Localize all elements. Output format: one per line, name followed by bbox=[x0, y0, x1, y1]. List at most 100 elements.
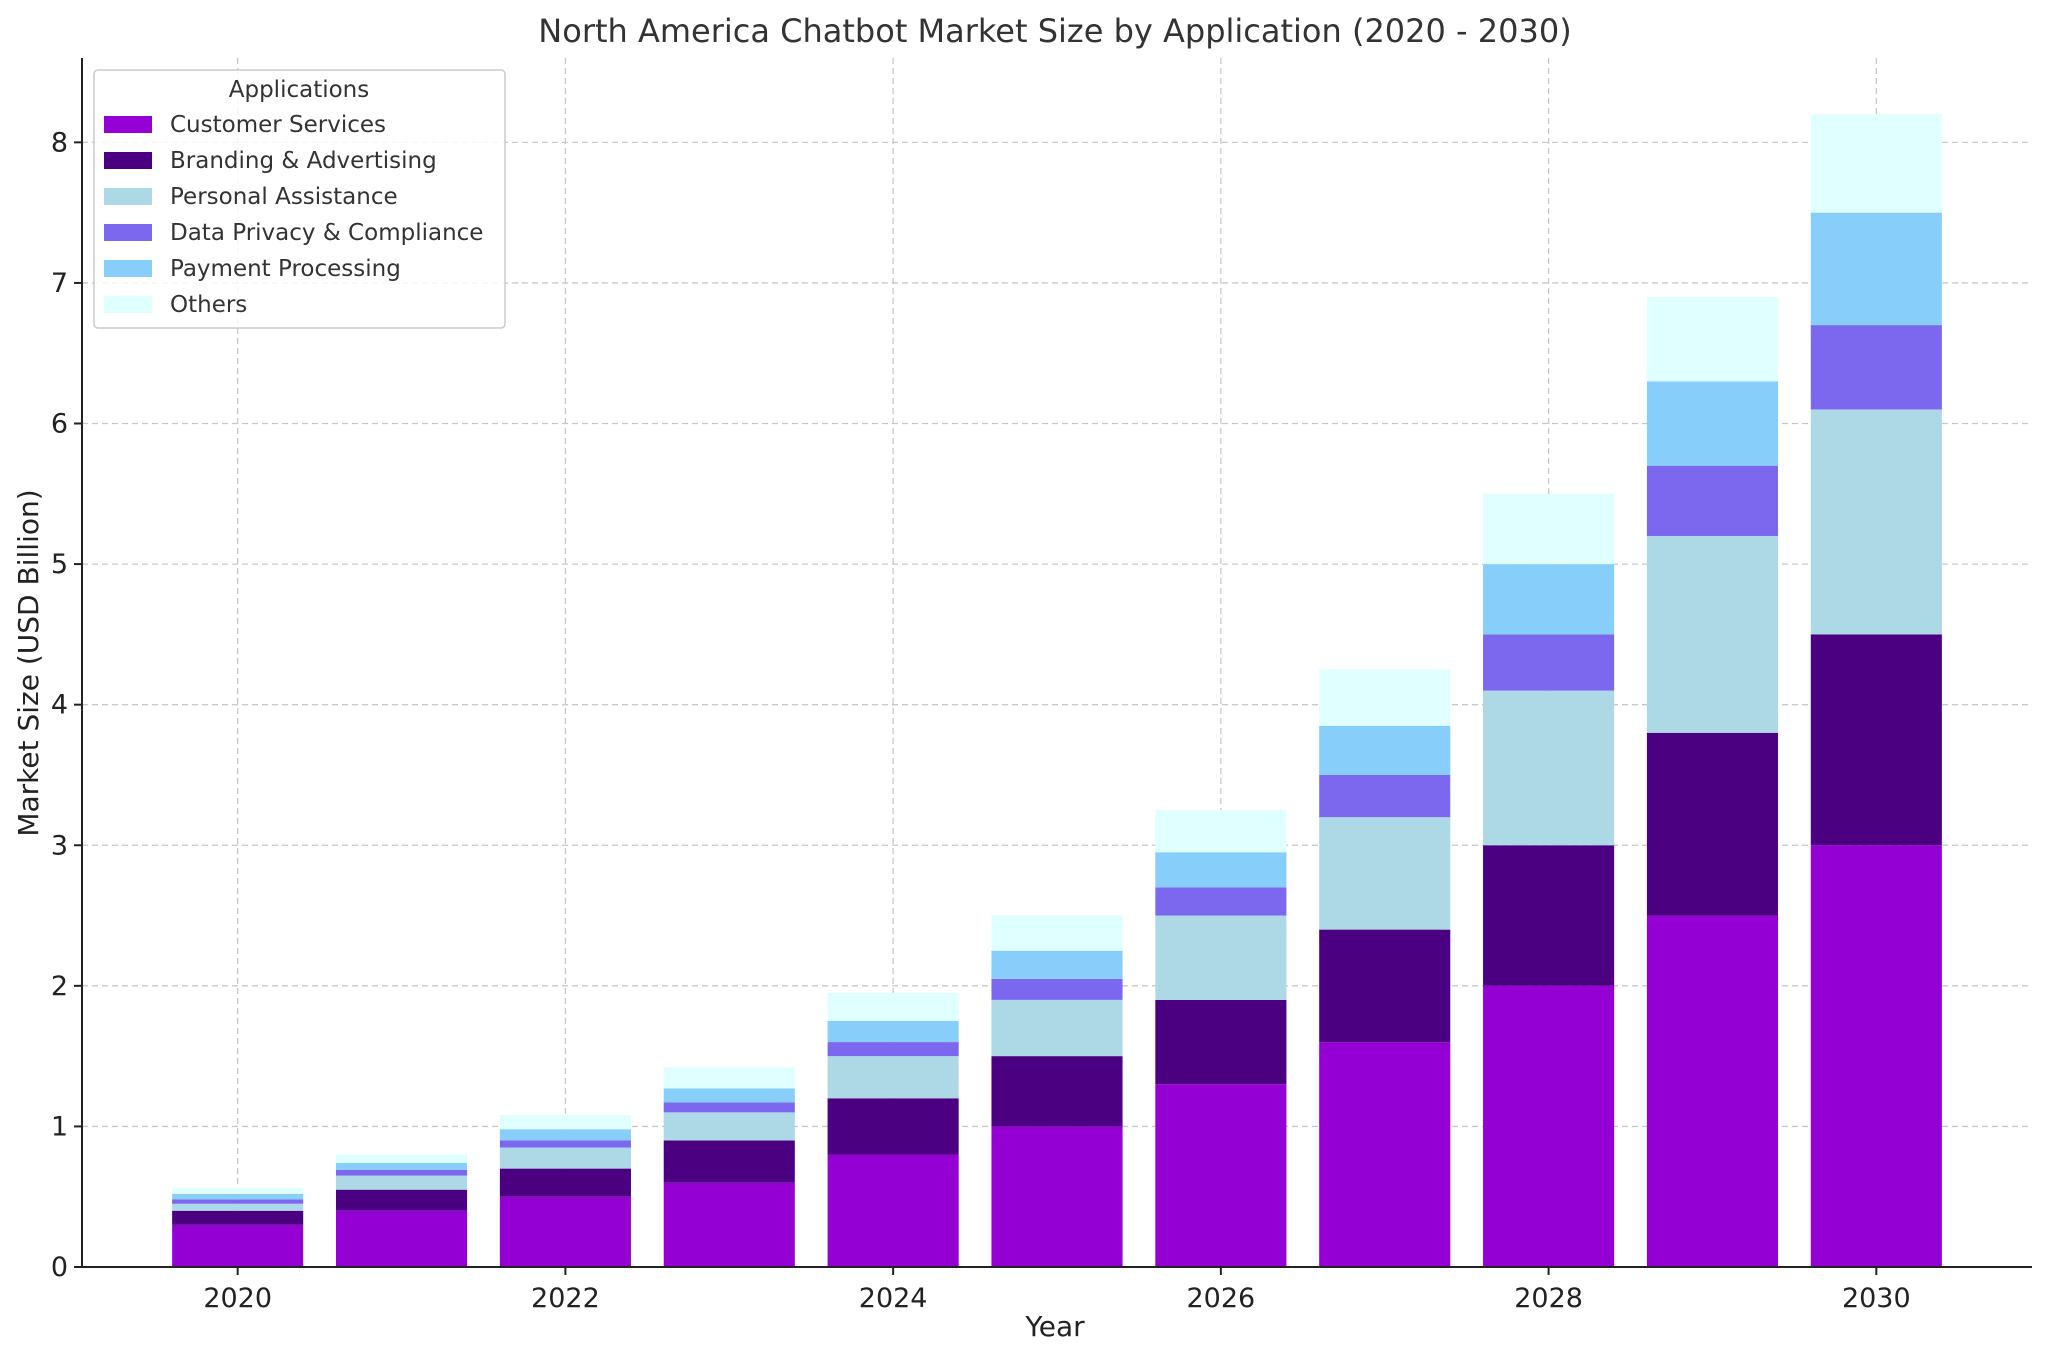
bar-segment-data-privacy-compliance-2024 bbox=[827, 1042, 959, 1057]
legend-swatch bbox=[104, 260, 152, 277]
legend-swatch bbox=[104, 152, 152, 169]
bar-segment-others-2020 bbox=[172, 1188, 304, 1194]
y-tick-label: 6 bbox=[51, 409, 68, 440]
y-tick-label: 3 bbox=[51, 830, 68, 861]
legend-swatch bbox=[104, 188, 152, 205]
legend-frame bbox=[93, 69, 506, 329]
legend-items: Customer Services Branding & Advertising P… bbox=[104, 112, 483, 318]
bar-segment-payment-processing-2025 bbox=[991, 950, 1123, 979]
bar-segment-personal-assistance-2023 bbox=[663, 1112, 795, 1141]
bar-segment-branding-advertising-2029 bbox=[1646, 732, 1779, 916]
y-axis-label: Market Size (USD Billion) bbox=[12, 489, 45, 836]
bar-segment-payment-processing-2027 bbox=[1319, 725, 1451, 775]
bar-segment-payment-processing-2026 bbox=[1155, 852, 1287, 888]
bar-segment-customer-services-2028 bbox=[1483, 985, 1615, 1267]
bar-segment-payment-processing-2029 bbox=[1646, 381, 1779, 466]
bar-segment-branding-advertising-2021 bbox=[335, 1189, 468, 1211]
bar-segment-branding-advertising-2023 bbox=[663, 1140, 795, 1183]
x-tick-label: 2024 bbox=[859, 1283, 928, 1314]
y-tick-label: 0 bbox=[51, 1252, 68, 1283]
bar-segment-payment-processing-2021 bbox=[335, 1162, 468, 1170]
bar-segment-payment-processing-2024 bbox=[827, 1020, 959, 1043]
bar-segment-personal-assistance-2029 bbox=[1646, 535, 1779, 733]
bar-segment-data-privacy-compliance-2025 bbox=[991, 978, 1123, 1000]
legend-swatch bbox=[104, 116, 152, 133]
legend-label: Data Privacy & Compliance bbox=[170, 220, 483, 246]
bar-segment-others-2026 bbox=[1155, 810, 1287, 853]
bar-segment-payment-processing-2028 bbox=[1483, 564, 1615, 635]
bar-segment-customer-services-2023 bbox=[663, 1182, 795, 1267]
bar-segment-data-privacy-compliance-2022 bbox=[499, 1140, 631, 1148]
legend-label: Personal Assistance bbox=[170, 184, 398, 210]
y-tick-label: 8 bbox=[51, 127, 68, 158]
bar-segment-data-privacy-compliance-2030 bbox=[1810, 325, 1942, 410]
bar-segment-others-2028 bbox=[1483, 493, 1615, 565]
bar-segment-data-privacy-compliance-2028 bbox=[1483, 634, 1615, 691]
bar-segment-branding-advertising-2020 bbox=[172, 1210, 304, 1225]
bar-segment-data-privacy-compliance-2021 bbox=[335, 1169, 468, 1176]
legend-label: Payment Processing bbox=[170, 256, 401, 282]
legend-swatch bbox=[104, 224, 152, 241]
bar-segment-others-2021 bbox=[335, 1154, 468, 1163]
bar-segment-payment-processing-2022 bbox=[499, 1129, 631, 1141]
y-tick-label: 7 bbox=[51, 268, 68, 299]
tick-labels: 0 1 2 3 4 5 6 7 8 2020 2022 2024 2026 2028 2030 bbox=[51, 127, 1911, 1314]
bar-segment-data-privacy-compliance-2023 bbox=[663, 1102, 795, 1113]
bar-segment-personal-assistance-2028 bbox=[1483, 690, 1615, 846]
legend-swatch bbox=[104, 296, 152, 313]
x-tick-label: 2028 bbox=[1514, 1283, 1583, 1314]
bar-segment-personal-assistance-2020 bbox=[172, 1203, 304, 1211]
legend-label: Others bbox=[170, 292, 247, 318]
legend: Applications Customer Services Branding &… bbox=[93, 69, 506, 329]
y-tick-label: 1 bbox=[51, 1111, 68, 1142]
bar-segment-customer-services-2022 bbox=[499, 1196, 631, 1267]
chart-title: North America Chatbot Market Size by App… bbox=[538, 12, 1571, 50]
bar-segment-branding-advertising-2024 bbox=[827, 1098, 959, 1155]
legend-label: Branding & Advertising bbox=[170, 148, 437, 174]
bar-segment-personal-assistance-2027 bbox=[1319, 817, 1451, 930]
legend-label: Customer Services bbox=[170, 112, 386, 138]
bar-segment-others-2024 bbox=[827, 992, 959, 1021]
bar-segment-others-2029 bbox=[1646, 296, 1779, 382]
bar-segment-others-2027 bbox=[1319, 669, 1451, 726]
bar-segment-branding-advertising-2027 bbox=[1319, 929, 1451, 1043]
bar-segment-personal-assistance-2021 bbox=[335, 1175, 468, 1190]
bar-segment-branding-advertising-2026 bbox=[1155, 999, 1287, 1085]
bar-segment-payment-processing-2020 bbox=[172, 1193, 304, 1200]
bar-segment-customer-services-2025 bbox=[991, 1126, 1123, 1267]
bar-segment-personal-assistance-2026 bbox=[1155, 915, 1287, 1000]
bar-segment-personal-assistance-2024 bbox=[827, 1056, 959, 1099]
legend-title: Applications bbox=[229, 77, 370, 103]
bar-segment-customer-services-2020 bbox=[172, 1224, 304, 1267]
bar-segment-branding-advertising-2030 bbox=[1810, 634, 1942, 846]
bar-segment-payment-processing-2030 bbox=[1810, 212, 1942, 326]
bar-segment-others-2025 bbox=[991, 915, 1123, 951]
bar-segment-others-2030 bbox=[1810, 114, 1942, 213]
x-tick-label: 2026 bbox=[1187, 1283, 1256, 1314]
bar-segment-branding-advertising-2028 bbox=[1483, 845, 1615, 986]
bars bbox=[172, 114, 1942, 1267]
bar-segment-personal-assistance-2030 bbox=[1810, 409, 1942, 635]
y-tick-label: 5 bbox=[51, 549, 68, 580]
bar-segment-customer-services-2030 bbox=[1810, 845, 1942, 1267]
bar-segment-customer-services-2027 bbox=[1319, 1042, 1451, 1267]
axes bbox=[81, 58, 2032, 1268]
bar-segment-data-privacy-compliance-2027 bbox=[1319, 774, 1451, 818]
bar-segment-customer-services-2021 bbox=[335, 1210, 468, 1267]
x-tick-label: 2020 bbox=[203, 1283, 272, 1314]
y-tick-label: 4 bbox=[51, 690, 68, 721]
bar-segment-data-privacy-compliance-2026 bbox=[1155, 887, 1287, 916]
bar-segment-others-2022 bbox=[499, 1115, 631, 1130]
x-tick-label: 2022 bbox=[531, 1283, 600, 1314]
x-axis-label: Year bbox=[1024, 1310, 1085, 1343]
bar-segment-personal-assistance-2025 bbox=[991, 999, 1123, 1057]
x-tick-label: 2030 bbox=[1842, 1283, 1911, 1314]
bar-segment-data-privacy-compliance-2020 bbox=[172, 1199, 304, 1204]
bar-segment-personal-assistance-2022 bbox=[499, 1147, 631, 1169]
bar-segment-payment-processing-2023 bbox=[663, 1088, 795, 1103]
y-tick-label: 2 bbox=[51, 971, 68, 1002]
bar-segment-branding-advertising-2025 bbox=[991, 1056, 1123, 1127]
bar-segment-others-2023 bbox=[663, 1067, 795, 1089]
bar-segment-customer-services-2024 bbox=[827, 1154, 959, 1267]
